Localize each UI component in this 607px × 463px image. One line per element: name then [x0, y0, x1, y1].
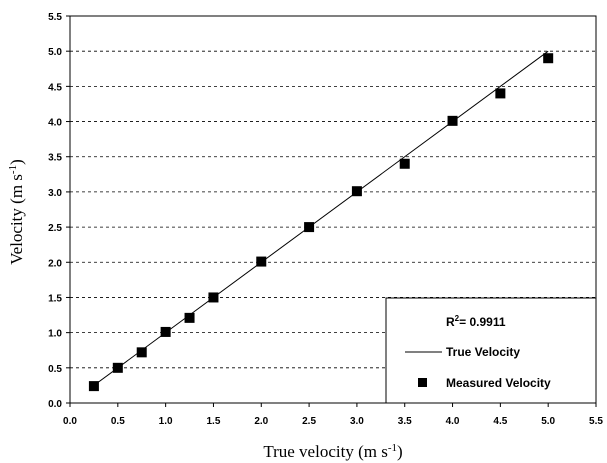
r2-superscript: 2: [455, 314, 460, 323]
legend-label-true-velocity: True Velocity: [446, 345, 520, 359]
y-tick-label: 0.0: [48, 399, 62, 410]
legend-marker-swatch: [418, 378, 427, 387]
plot-area-border: [69, 15, 597, 404]
x-tick-label: 2.0: [254, 416, 268, 427]
y-axis-title-main: Velocity (m s: [7, 174, 26, 265]
y-tick-label: 5.5: [48, 12, 62, 23]
measured-velocity-point: [447, 115, 458, 126]
x-tick-label: 1.0: [159, 416, 173, 427]
r2-prefix: R: [446, 315, 455, 329]
y-tick-label: 3.0: [48, 188, 62, 199]
y-axis-title-sup: -1: [7, 165, 19, 174]
x-axis-title: True velocity (m s-1): [263, 442, 402, 461]
y-tick-label: 1.5: [48, 293, 62, 304]
y-tick-label: 5.0: [48, 47, 62, 58]
measured-velocity-point: [112, 362, 123, 373]
x-tick-label: 4.5: [493, 416, 507, 427]
y-tick-label: 0.5: [48, 364, 62, 375]
measured-velocity-markers: [88, 53, 554, 392]
legend: R2= 0.9911 True Velocity Measured Veloci…: [385, 297, 597, 404]
x-tick-label: 1.5: [207, 416, 221, 427]
measured-velocity-point: [256, 256, 267, 267]
y-tick-label: 2.0: [48, 258, 62, 269]
x-tick-label: 0.5: [111, 416, 125, 427]
x-tick-label: 3.5: [398, 416, 412, 427]
x-axis-title-sup: -1: [388, 442, 397, 454]
measured-velocity-point: [136, 347, 147, 358]
x-tick-label: 5.5: [589, 416, 603, 427]
r2-value: = 0.9911: [459, 315, 506, 329]
measured-velocity-point: [495, 88, 506, 99]
y-tick-label: 2.5: [48, 223, 62, 234]
measured-velocity-point: [160, 326, 171, 337]
measured-velocity-point: [184, 312, 195, 323]
y-tick-label: 1.0: [48, 329, 62, 340]
measured-velocity-point: [351, 186, 362, 197]
y-tick-label: 3.5: [48, 153, 62, 164]
y-axis-title: Velocity (m s-1): [7, 159, 26, 265]
legend-label-measured-velocity: Measured Velocity: [446, 376, 551, 390]
x-axis-title-end: ): [397, 442, 403, 461]
x-tick-label: 4.0: [446, 416, 460, 427]
x-tick-label: 2.5: [302, 416, 316, 427]
x-axis-title-main: True velocity (m s: [263, 442, 388, 461]
x-axis-ticks: 0.0 0.5 1.0 1.5 2.0 2.5 3.0 3.5 4.0 4.5 5.0 5.5: [63, 403, 603, 427]
y-tick-label: 4.0: [48, 118, 62, 129]
y-axis-title-end: ): [7, 159, 26, 165]
legend-r2: R2= 0.9911: [446, 314, 506, 329]
x-tick-label: 5.0: [541, 416, 555, 427]
x-tick-label: 3.0: [350, 416, 364, 427]
measured-velocity-point: [304, 222, 315, 233]
measured-velocity-point: [399, 158, 410, 169]
measured-velocity-point: [88, 381, 99, 392]
measured-velocity-point: [543, 53, 554, 64]
y-tick-label: 4.5: [48, 82, 62, 93]
measured-velocity-point: [208, 292, 219, 303]
x-tick-label: 0.0: [63, 416, 77, 427]
y-axis-ticks: 0.0 0.5 1.0 1.5 2.0 2.5 3.0 3.5 4.0 4.5 5.0 5.5: [48, 12, 70, 410]
